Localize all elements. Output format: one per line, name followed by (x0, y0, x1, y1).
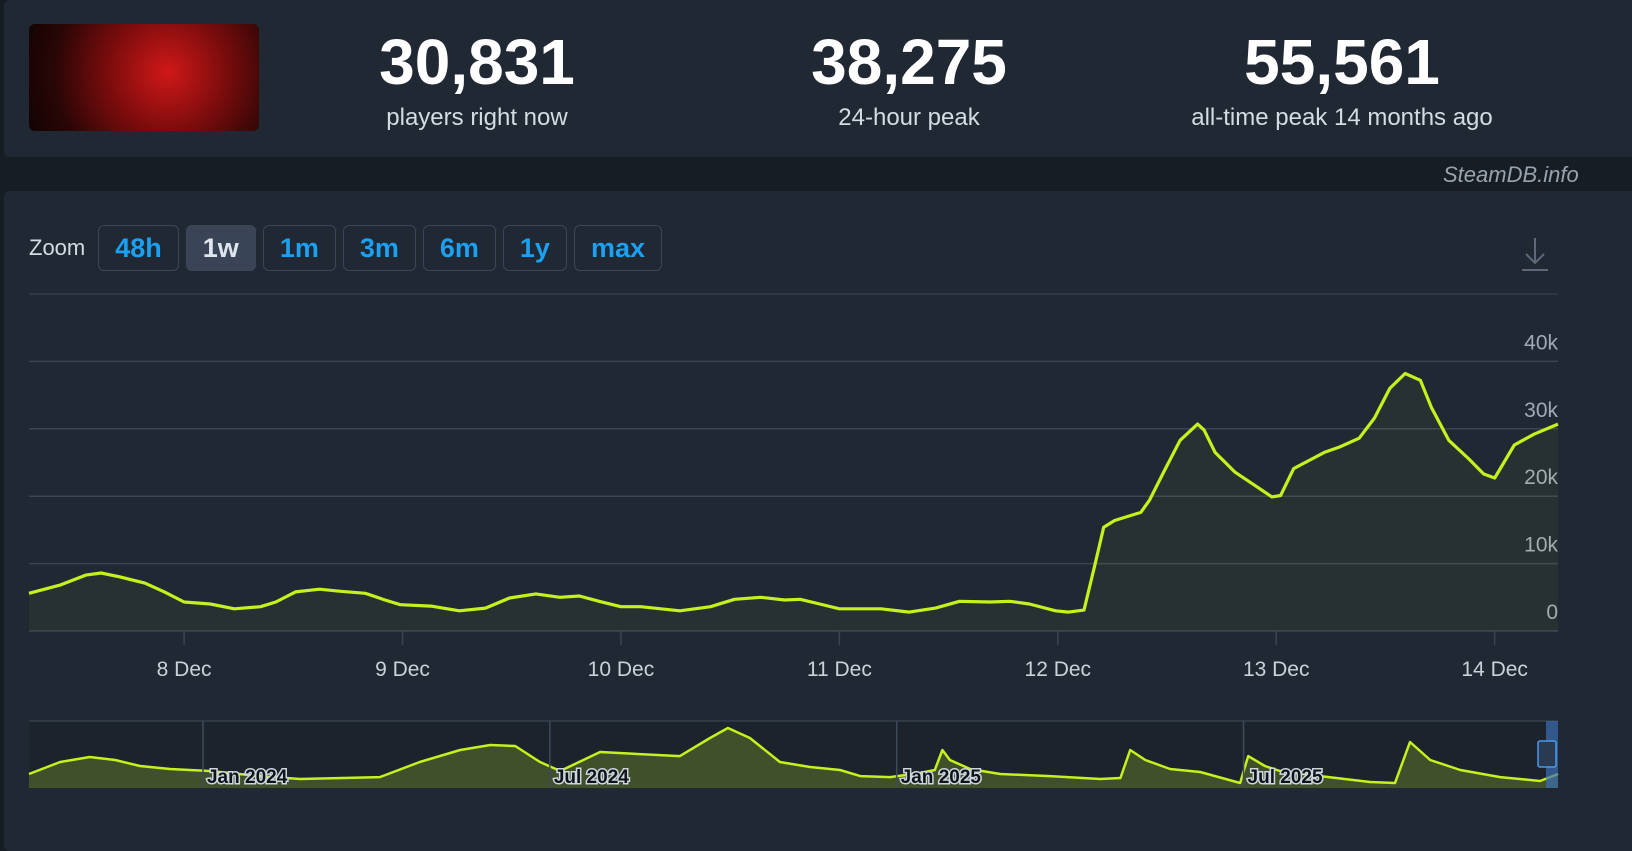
stat-value: 55,561 (1244, 26, 1440, 98)
x-tick-label: 14 Dec (1461, 658, 1528, 681)
x-tick-label: 9 Dec (375, 658, 430, 681)
navigator-label: Jul 2024 (554, 767, 629, 788)
stat-label: all-time peak 14 months ago (1191, 104, 1493, 131)
stat: 30,831 players right now (247, 0, 707, 132)
stat-label: 24-hour peak (838, 104, 980, 131)
y-tick-label: 10k (1524, 534, 1558, 557)
x-tick-label: 11 Dec (807, 658, 872, 681)
stat-value: 30,831 (379, 26, 575, 98)
line (28, 371, 1559, 614)
line (28, 726, 1559, 785)
area-shade (29, 728, 1558, 788)
x-tick-label: 12 Dec (1025, 658, 1092, 681)
y-tick-label: 20k (1524, 466, 1558, 489)
navigator-grip[interactable] (1537, 740, 1557, 768)
header-panel (4, 0, 1632, 157)
navigator-label: Jan 2024 (207, 767, 288, 788)
navigator-label: Jul 2025 (1248, 767, 1323, 788)
zoom-label: Zoom (29, 235, 86, 260)
navigator-label: Jan 2025 (901, 767, 982, 788)
stat-label: players right now (386, 104, 568, 131)
watermark: SteamDB.info (1443, 162, 1579, 187)
stat: 38,275 24-hour peak (679, 0, 1139, 132)
game-logo (29, 24, 259, 131)
stat-value: 38,275 (811, 26, 1007, 98)
zoom-button[interactable]: 48h (98, 225, 179, 271)
zoom-button[interactable]: 1m (262, 225, 336, 271)
x-tick-label: 10 Dec (588, 658, 655, 681)
zoom-button[interactable]: 6m (422, 225, 496, 271)
zoom-bar: Zoom 48h 1w 1m 3m 6m 1y max (29, 225, 662, 271)
zoom-button[interactable]: 3m (342, 225, 416, 271)
area-shade (29, 373, 1558, 631)
x-tick-label: 13 Dec (1243, 658, 1310, 681)
zoom-button[interactable]: 1y (502, 225, 567, 271)
y-tick-label: 0 (1546, 601, 1558, 624)
download-icon[interactable] (1522, 238, 1548, 271)
zoom-button[interactable]: max (573, 225, 662, 271)
stat: 55,561 all-time peak 14 months ago (1112, 0, 1572, 132)
x-tick-label: 8 Dec (157, 658, 212, 681)
y-tick-label: 40k (1524, 331, 1558, 354)
y-tick-label: 30k (1524, 399, 1558, 422)
zoom-button[interactable]: 1w (185, 225, 256, 271)
